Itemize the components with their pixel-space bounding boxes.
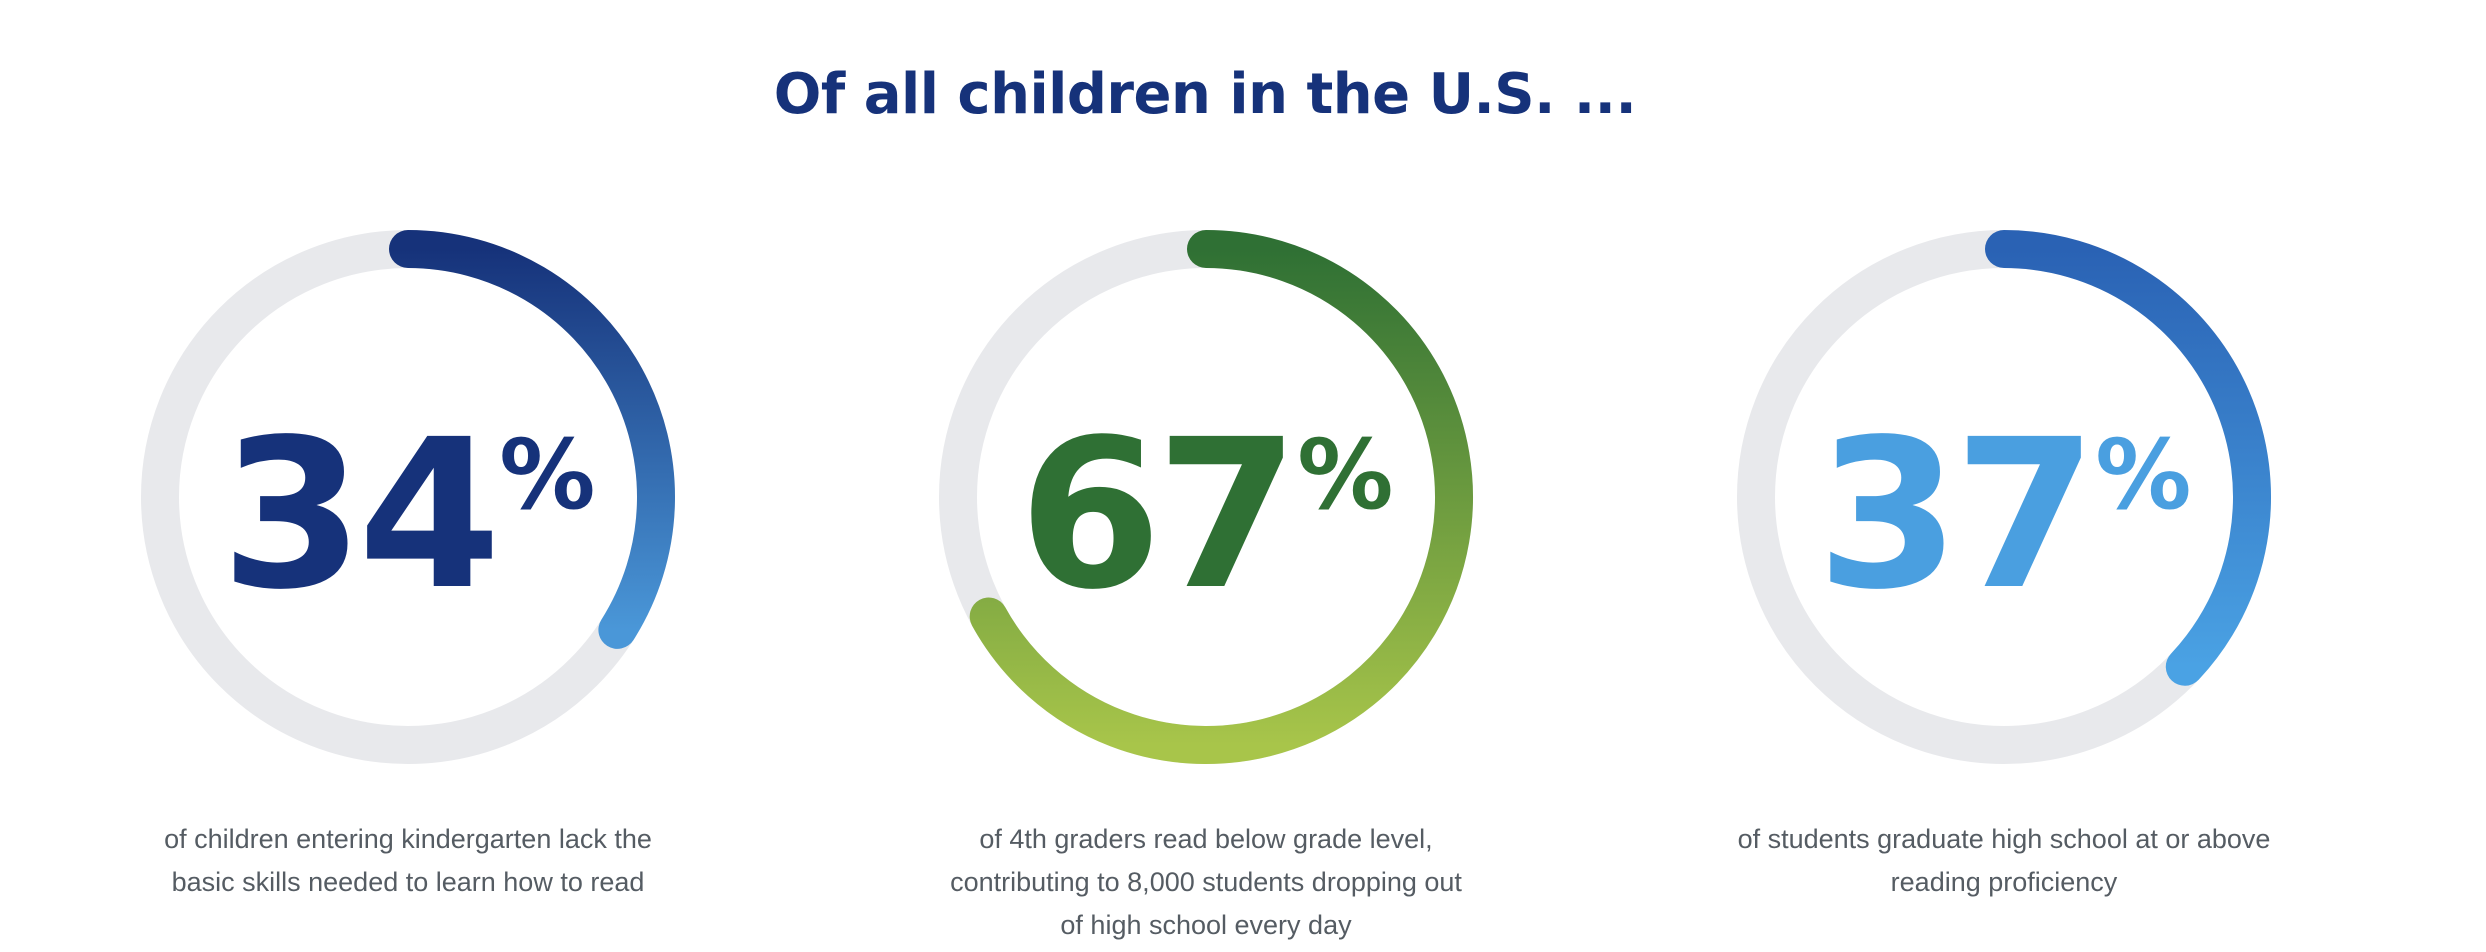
caption-line: reading proficiency: [1890, 867, 2118, 897]
stat-graduates: 37% of students graduate high school at …: [1654, 0, 2354, 952]
donut-value-arc: [969, 230, 1473, 764]
page-title: Of all children in the U.S. ...: [773, 62, 1637, 127]
donut-value-arc: [389, 230, 675, 649]
percent-value: 34%: [58, 412, 758, 618]
percent-sign: %: [2095, 419, 2192, 531]
donut-chart-graduates: [1737, 230, 2271, 764]
stat-caption: of students graduate high school at or a…: [1654, 818, 2354, 904]
percent-sign: %: [499, 419, 596, 531]
stat-caption: of children entering kindergarten lack t…: [58, 818, 758, 904]
percent-number: 34: [220, 395, 502, 635]
caption-line: basic skills needed to learn how to read: [171, 867, 645, 897]
stat-fourth-graders: 67% of 4th graders read below grade leve…: [856, 0, 1556, 952]
donut-chart-fourth-graders: [939, 230, 1473, 764]
caption-line: of children entering kindergarten lack t…: [164, 824, 652, 854]
stat-kindergarten: 34% of children entering kindergarten la…: [58, 0, 758, 952]
percent-sign: %: [1297, 419, 1394, 531]
caption-line: of high school every day: [1060, 910, 1352, 940]
donut-value-arc: [1985, 230, 2271, 686]
percent-value: 67%: [856, 412, 1556, 618]
percent-value: 37%: [1654, 412, 2354, 618]
percent-number: 67: [1018, 395, 1300, 635]
caption-line: of 4th graders read below grade level,: [979, 824, 1433, 854]
stat-caption: of 4th graders read below grade level, c…: [856, 818, 1556, 947]
caption-line: contributing to 8,000 students dropping …: [950, 867, 1462, 897]
caption-line: of students graduate high school at or a…: [1737, 824, 2271, 854]
percent-number: 37: [1816, 395, 2098, 635]
donut-chart-kindergarten: [141, 230, 675, 764]
